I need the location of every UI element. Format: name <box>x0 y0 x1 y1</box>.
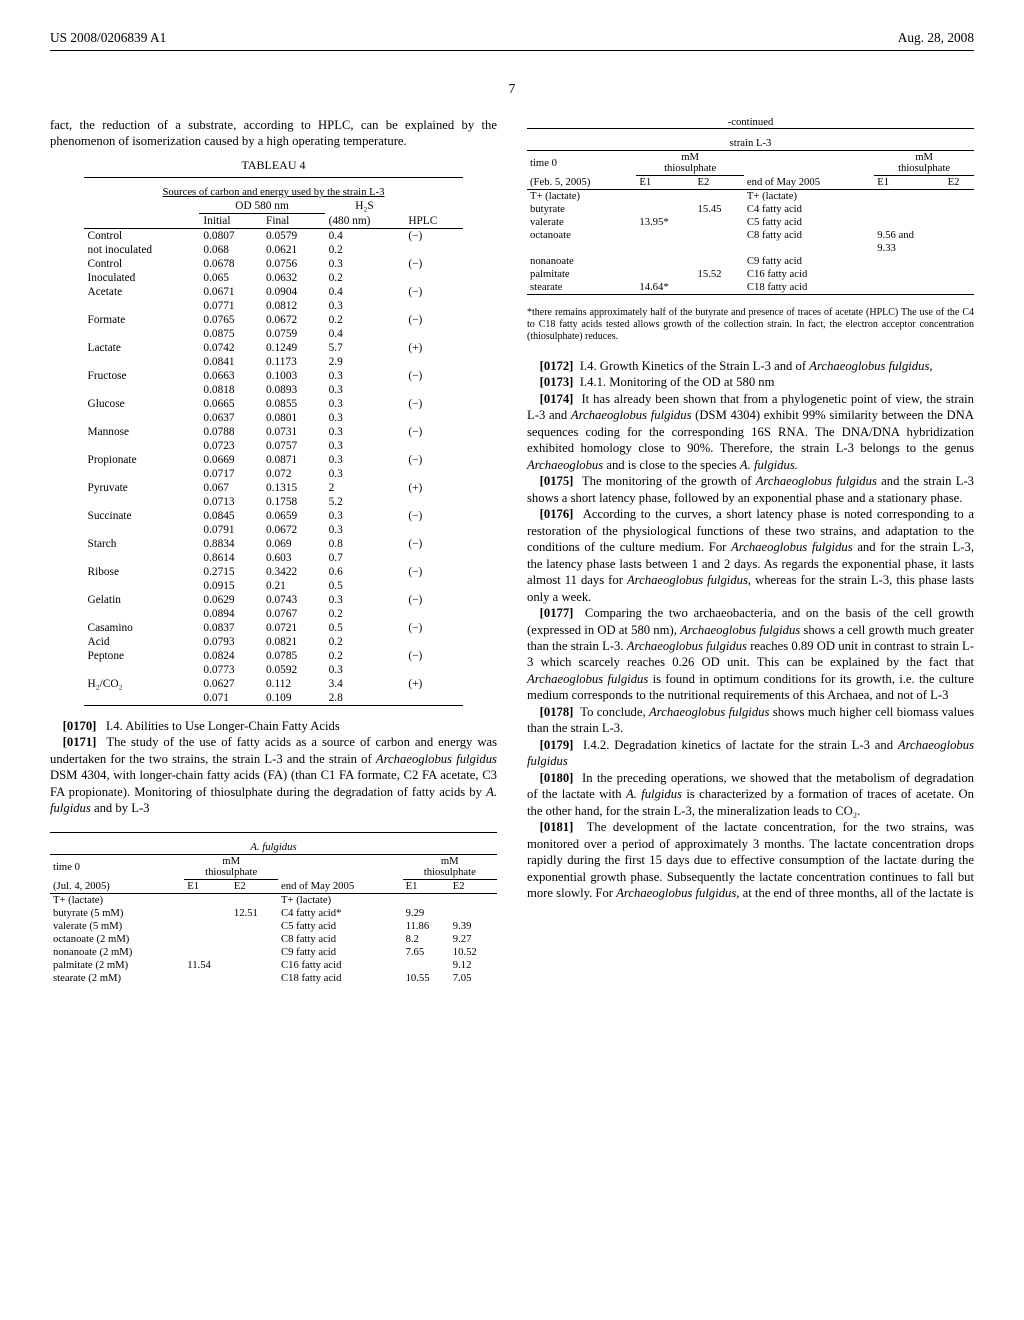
header-rule <box>50 50 974 51</box>
od-group: OD 580 nm <box>199 199 324 214</box>
left-column: fact, the reduction of a substrate, acco… <box>50 117 497 995</box>
table-row: Casamino0.08370.07210.5(−) <box>84 621 464 635</box>
fulgidus-table: A. fulgidus time 0 mMthiosulphate mMthio… <box>50 832 497 985</box>
table-row: T+ (lactate)T+ (lactate) <box>50 893 497 907</box>
p175: [0175] The monitoring of the growth of A… <box>527 473 974 506</box>
table-row: stearate (2 mM)C18 fatty acid10.557.05 <box>50 972 497 985</box>
table-row: octanoate (2 mM)C8 fatty acid8.29.27 <box>50 933 497 946</box>
table-row: palmitate15.52C16 fatty acid <box>527 268 974 281</box>
table-row: 0.08750.07590.4 <box>84 327 464 341</box>
table-row: nonanoateC9 fatty acid <box>527 255 974 268</box>
table-row: butyrate (5 mM)12.51C4 fatty acid*9.29 <box>50 907 497 920</box>
table-row: not inoculated0.0680.06210.2 <box>84 243 464 257</box>
table-row: 9.33 <box>527 242 974 255</box>
intro-para: fact, the reduction of a substrate, acco… <box>50 117 497 150</box>
table-row: valerate (5 mM)C5 fatty acid11.869.39 <box>50 920 497 933</box>
p178: [0178] To conclude, Archaeoglobus fulgid… <box>527 704 974 737</box>
p170-text: I.4. Abilities to Use Longer-Chain Fatty… <box>106 719 340 733</box>
h2s-header: H₂S <box>325 199 405 214</box>
footnote: *there remains approximately half of the… <box>527 307 974 343</box>
p174: [0174] It has already been shown that fr… <box>527 391 974 473</box>
header-left: US 2008/0206839 A1 <box>50 30 166 46</box>
p171-num: [0171] <box>63 735 97 749</box>
table-row: 0.07170.0720.3 <box>84 467 464 481</box>
col-2: Final <box>262 213 325 228</box>
col-1: Initial <box>199 213 262 228</box>
table-row: 0.09150.210.5 <box>84 579 464 593</box>
table-row: Pyruvate0.0670.13152(+) <box>84 481 464 495</box>
continued-label: -continued <box>527 117 974 128</box>
table-row: nonanoate (2 mM)C9 fatty acid7.6510.52 <box>50 946 497 959</box>
table-row: Propionate0.06690.08710.3(−) <box>84 453 464 467</box>
two-column-layout: fact, the reduction of a substrate, acco… <box>50 117 974 995</box>
table-row: Glucose0.06650.08550.3(−) <box>84 397 464 411</box>
table4-title: TABLEAU 4 <box>50 158 497 173</box>
table-row: 0.86140.6030.7 <box>84 551 464 565</box>
table-row: Control0.06780.07560.3(−) <box>84 257 464 271</box>
table-row: Mannose0.07880.07310.3(−) <box>84 425 464 439</box>
page-number: 7 <box>50 81 974 97</box>
col-4: HPLC <box>404 213 463 228</box>
table-row: stearate14.64*C18 fatty acid <box>527 281 974 295</box>
table-row: 0.07130.17585.2 <box>84 495 464 509</box>
table-row: Lactate0.07420.12495.7(+) <box>84 341 464 355</box>
col-3: (480 nm) <box>325 213 405 228</box>
p180: [0180] In the preceding operations, we s… <box>527 770 974 819</box>
table-row: 0.07910.06720.3 <box>84 523 464 537</box>
table-row: 0.07230.07570.3 <box>84 439 464 453</box>
time0: time 0 <box>50 854 184 879</box>
l3-header: strain L-3 <box>527 137 974 151</box>
p179: [0179] I.4.2. Degradation kinetics of la… <box>527 737 974 770</box>
header-right: Aug. 28, 2008 <box>898 30 974 46</box>
table-row: 0.07730.05920.3 <box>84 663 464 677</box>
page-header: US 2008/0206839 A1 Aug. 28, 2008 <box>50 30 974 46</box>
table-row: Fructose0.06630.10030.3(−) <box>84 369 464 383</box>
table-row: octanoateC8 fatty acid9.56 and <box>527 229 974 242</box>
table-row: H₂/CO₂0.06270.1123.4(+) <box>84 677 464 691</box>
table-row: palmitate (2 mM)11.54C16 fatty acid9.12 <box>50 959 497 972</box>
table-row: 0.06370.08010.3 <box>84 411 464 425</box>
date: (Jul. 4, 2005) <box>50 879 184 893</box>
p170-num: [0170] <box>63 719 97 733</box>
right-column: -continued strain L-3 time 0 mMthiosulph… <box>527 117 974 995</box>
table-row: Peptone0.08240.07850.2(−) <box>84 649 464 663</box>
table-row: 0.08180.08930.3 <box>84 383 464 397</box>
table-row: Control0.08070.05790.4(−) <box>84 228 464 243</box>
table-row: T+ (lactate)T+ (lactate) <box>527 190 974 204</box>
p176: [0176] According to the curves, a short … <box>527 506 974 605</box>
table-row: Gelatin0.06290.07430.3(−) <box>84 593 464 607</box>
table-row: 0.08940.07670.2 <box>84 607 464 621</box>
table4-subtitle: Sources of carbon and energy used by the… <box>84 186 464 199</box>
table4: Sources of carbon and energy used by the… <box>84 177 464 708</box>
p170: [0170] I.4. Abilities to Use Longer-Chai… <box>50 718 497 734</box>
table-row: Inoculated0.0650.06320.2 <box>84 271 464 285</box>
table-row: 0.08410.11732.9 <box>84 355 464 369</box>
table-row: Acetate0.06710.09040.4(−) <box>84 285 464 299</box>
table-row: 0.07710.08120.3 <box>84 299 464 313</box>
p181: [0181] The development of the lactate co… <box>527 819 974 901</box>
p177: [0177] Comparing the two archaeobacteria… <box>527 605 974 704</box>
fulgidus-header: A. fulgidus <box>50 841 497 855</box>
table-row: Succinate0.08450.06590.3(−) <box>84 509 464 523</box>
table-row: Acid0.07930.08210.2 <box>84 635 464 649</box>
table-row: Formate0.07650.06720.2(−) <box>84 313 464 327</box>
table-row: Starch0.88340.0690.8(−) <box>84 537 464 551</box>
l3-table: strain L-3 time 0 mMthiosulphate mMthios… <box>527 128 974 297</box>
p172: [0172] I.4. Growth Kinetics of the Strai… <box>527 358 974 374</box>
table-row: Ribose0.27150.34220.6(−) <box>84 565 464 579</box>
table-row: valerate13.95*C5 fatty acid <box>527 216 974 229</box>
col-0 <box>84 213 200 228</box>
table-row: butyrate15.45C4 fatty acid <box>527 203 974 216</box>
p173: [0173] I.4.1. Monitoring of the OD at 58… <box>527 374 974 390</box>
p171: [0171] The study of the use of fatty aci… <box>50 734 497 816</box>
table-row: 0.0710.1092.8 <box>84 691 464 706</box>
